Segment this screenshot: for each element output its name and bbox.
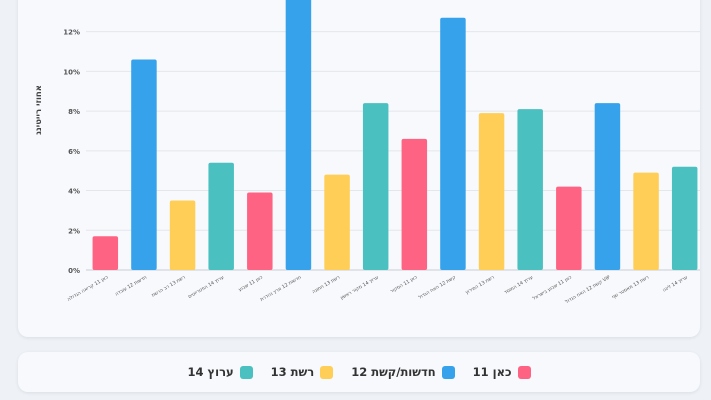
y-tick-label: 8% xyxy=(68,108,80,116)
bar[interactable] xyxy=(169,200,196,270)
x-tick-label: חדשות 12 ארץ נהדרת xyxy=(259,275,302,303)
bar[interactable] xyxy=(324,174,350,270)
legend-label: רשת 13 xyxy=(270,365,315,379)
legend-label: חדשות/קשת 12 xyxy=(351,365,436,379)
bars xyxy=(92,0,698,270)
y-tick-label: 0% xyxy=(68,267,80,275)
bar[interactable] xyxy=(362,103,389,270)
y-tick-label: 4% xyxy=(68,188,80,196)
bar-chart: 0%2%4%6%8%10%12%14% כאן 11 קריאה הגדולהח… xyxy=(34,0,700,305)
bar[interactable] xyxy=(208,162,234,270)
legend-item[interactable]: רשת 13 xyxy=(271,365,334,379)
x-tick-label: ערוץ 14 הפטריוטים xyxy=(187,275,225,300)
bar[interactable] xyxy=(401,138,428,270)
bar[interactable] xyxy=(556,186,582,270)
legend-swatch xyxy=(239,365,253,379)
bar[interactable] xyxy=(440,17,466,270)
x-tick-label: קשת 12 האח הגדול xyxy=(418,274,458,300)
legend-label: כאן 11 xyxy=(472,365,512,379)
y-tick-label: 6% xyxy=(68,148,80,156)
legend-swatch xyxy=(441,365,455,379)
x-tick-label: חדשות 12 עובדה xyxy=(114,275,148,298)
y-tick-label: 12% xyxy=(63,29,80,37)
x-tick-label: כאן 11 שבוע xyxy=(238,274,265,293)
chart-legend: כאן 11 חדשות/קשת 12 רשת 13 ערוץ 14 xyxy=(18,352,700,392)
x-tick-label: רשת 13 רב הרשת xyxy=(151,274,187,298)
x-tick-label: רשת 13 המירוץ xyxy=(464,274,495,296)
y-tick-label: 2% xyxy=(68,227,80,235)
y-axis-ticks: 0%2%4%6%8%10%12%14% xyxy=(63,29,80,275)
x-tick-label: ערוץ 14 המוסד xyxy=(503,275,534,296)
bar[interactable] xyxy=(131,59,157,270)
bar[interactable] xyxy=(517,109,543,270)
x-tick-label: כאן 11 שבוע בישראל xyxy=(532,274,574,301)
y-tick-label: 10% xyxy=(63,68,80,76)
legend-item[interactable]: ערוץ 14 xyxy=(188,365,253,379)
bar[interactable] xyxy=(285,0,312,270)
chart-card: 0%2%4%6%8%10%12%14% כאן 11 קריאה הגדולהח… xyxy=(18,0,700,337)
bar[interactable] xyxy=(478,113,505,270)
bar[interactable] xyxy=(594,103,621,270)
bar[interactable] xyxy=(671,166,698,270)
bar[interactable] xyxy=(247,192,273,270)
legend-item[interactable]: חדשות/קשת 12 xyxy=(351,365,455,379)
legend-swatch xyxy=(517,365,531,379)
bar[interactable] xyxy=(92,236,119,270)
y-axis-label: אחוזי רייטינג xyxy=(34,85,44,135)
legend-item[interactable]: כאן 11 xyxy=(473,365,531,379)
legend-card: כאן 11 חדשות/קשת 12 רשת 13 ערוץ 14 xyxy=(18,352,700,392)
legend-swatch xyxy=(320,365,334,379)
x-tick-label: רשת 13 מאסטר שף xyxy=(611,274,650,300)
x-tick-label: ערוץ 14 מקור ראשון xyxy=(340,275,380,302)
x-tick-label: ערוץ 14 ליגה xyxy=(662,275,689,294)
x-tick-label: כאן 11 המקור xyxy=(389,274,418,294)
bar[interactable] xyxy=(633,172,659,270)
x-tick-label: כאן 11 קריאה הגדולה xyxy=(66,274,109,303)
x-tick-label: רשת 13 חתונה xyxy=(311,274,341,295)
legend-label: ערוץ 14 xyxy=(187,365,234,379)
